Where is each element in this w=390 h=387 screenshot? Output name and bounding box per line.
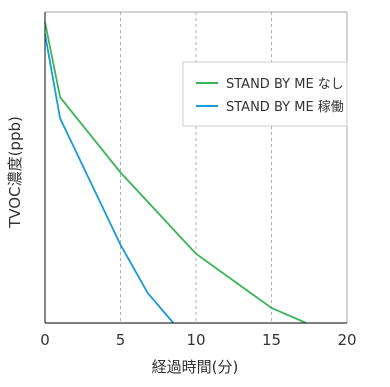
- series-lines: [44, 21, 307, 324]
- x-tick-label-0: 0: [40, 331, 50, 349]
- y-axis-label: TVOC濃度(ppb): [6, 116, 24, 229]
- x-tick-label-15: 15: [262, 331, 281, 349]
- x-tick-label-10: 10: [186, 331, 205, 349]
- series-line-2: [44, 33, 175, 324]
- x-tick-label-20: 20: [337, 331, 356, 349]
- legend-label-series-1: STAND BY ME なし: [226, 77, 344, 92]
- tick-labels: 0 5 10 15 20: [40, 331, 356, 349]
- legend-box: [182, 61, 348, 127]
- legend-label-series-2: STAND BY ME 稼働: [226, 100, 344, 115]
- legend: STAND BY ME なし STAND BY ME 稼働: [182, 61, 348, 127]
- x-tick-label-5: 5: [116, 331, 126, 349]
- series-line-1: [44, 21, 307, 324]
- grid-lines: [120, 12, 272, 323]
- x-axis-label: 経過時間(分): [152, 358, 239, 376]
